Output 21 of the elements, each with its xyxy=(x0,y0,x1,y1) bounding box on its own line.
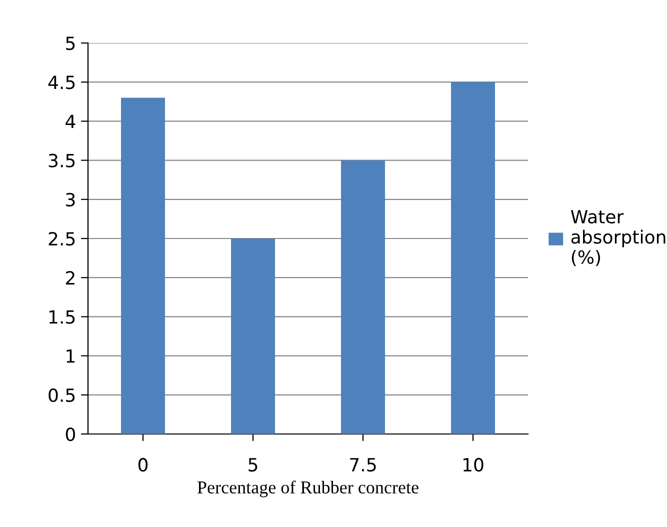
y-tick-label: 1 xyxy=(66,349,75,363)
x-axis-title: Percentage of Rubber concrete xyxy=(197,480,418,498)
bar xyxy=(121,98,165,434)
y-tick-label: 5 xyxy=(66,36,75,50)
bar xyxy=(451,82,495,434)
x-tick-label: 10 xyxy=(463,458,484,472)
x-tick-label: 0 xyxy=(138,458,148,472)
x-tick-label: 7.5 xyxy=(350,458,376,472)
y-tick-label: 3.5 xyxy=(48,154,75,168)
y-tick-label: 1.5 xyxy=(49,310,75,324)
y-tick-label: 2.5 xyxy=(48,232,75,246)
y-tick-label: 4 xyxy=(66,114,76,128)
y-tick-label: 3 xyxy=(66,192,75,207)
bar xyxy=(341,160,385,434)
y-tick-label: 0.5 xyxy=(48,388,75,402)
y-tick-label: 4.5 xyxy=(48,76,75,90)
legend-label: Water absorption (%) xyxy=(570,210,666,266)
bar xyxy=(231,238,275,434)
x-tick-label: 5 xyxy=(248,458,258,472)
y-tick-label: 2 xyxy=(66,271,74,284)
y-tick-label: 0 xyxy=(66,427,75,442)
